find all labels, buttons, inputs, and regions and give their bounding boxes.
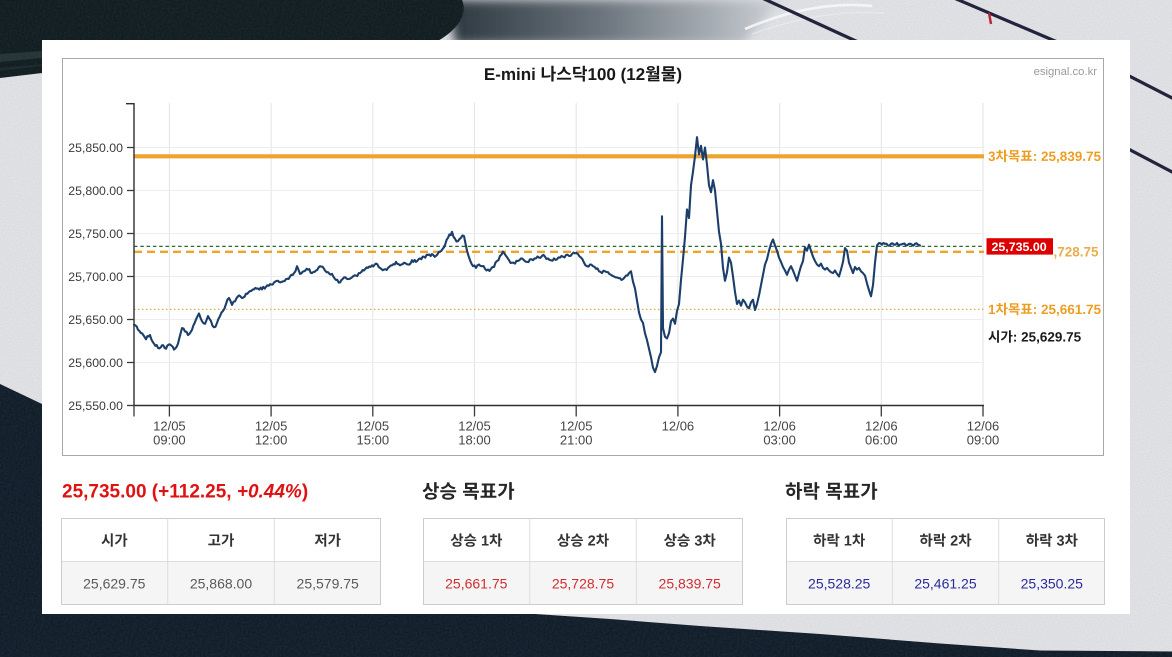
svg-text:25,650.00: 25,650.00 [68,313,123,327]
svg-text:25,461.25: 25,461.25 [914,576,976,592]
svg-text:12/05: 12/05 [153,419,186,434]
svg-text:,728.75: ,728.75 [1054,244,1100,259]
svg-text:25,700.00: 25,700.00 [68,270,123,284]
svg-text:03:00: 03:00 [763,433,796,448]
svg-text:12/05: 12/05 [357,419,390,434]
svg-text:09:00: 09:00 [967,433,1000,448]
svg-text:12:00: 12:00 [255,433,288,448]
svg-text:18:00: 18:00 [458,433,491,448]
svg-text:25,800.00: 25,800.00 [68,184,123,198]
svg-text:25,350.25: 25,350.25 [1021,576,1083,592]
svg-text:12/05: 12/05 [560,419,593,434]
svg-text:25,735.00: 25,735.00 [992,240,1047,254]
svg-text:25,750.00: 25,750.00 [68,227,123,241]
svg-text:21:00: 21:00 [560,433,593,448]
svg-text:12/06: 12/06 [865,419,898,434]
svg-text:12/06: 12/06 [662,419,695,434]
svg-text:06:00: 06:00 [865,433,898,448]
svg-text:25,528.25: 25,528.25 [808,576,870,592]
svg-text:09:00: 09:00 [153,433,186,448]
svg-text:25,600.00: 25,600.00 [68,356,123,370]
svg-text:25,661.75: 25,661.75 [445,576,507,592]
svg-text:25,868.00: 25,868.00 [190,576,252,592]
svg-text:25,579.75: 25,579.75 [297,576,359,592]
svg-text:esignal.co.kr: esignal.co.kr [1034,66,1098,78]
svg-text:25,629.75: 25,629.75 [83,576,145,592]
svg-text:25,735.00 (+112.25, +0.44%): 25,735.00 (+112.25, +0.44%) [62,482,308,503]
svg-text:12/06: 12/06 [763,419,796,434]
svg-text:25,550.00: 25,550.00 [68,399,123,413]
svg-text:25,850.00: 25,850.00 [68,141,123,155]
svg-text:12/05: 12/05 [255,419,288,434]
svg-text:12/05: 12/05 [458,419,491,434]
svg-text:12/06: 12/06 [967,419,1000,434]
svg-text:25,728.75: 25,728.75 [552,576,614,592]
svg-text:15:00: 15:00 [357,433,390,448]
svg-text:25,839.75: 25,839.75 [659,576,721,592]
